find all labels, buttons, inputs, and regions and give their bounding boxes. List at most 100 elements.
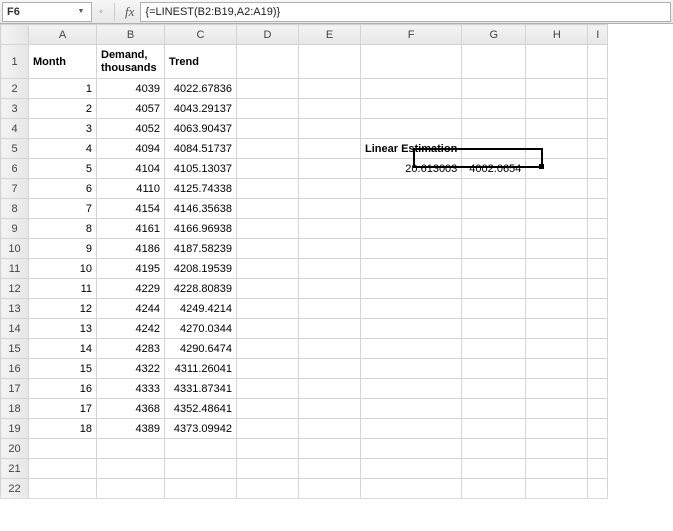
cell-C14[interactable]: 4270.0344 (165, 319, 237, 339)
cell-I1[interactable] (588, 45, 608, 79)
cell-C6[interactable]: 4105.13037 (165, 159, 237, 179)
row-header-17[interactable]: 17 (1, 379, 29, 399)
cell-B3[interactable]: 4057 (97, 99, 165, 119)
cell-F13[interactable] (361, 299, 462, 319)
cell-B11[interactable]: 4195 (97, 259, 165, 279)
cell-B1[interactable]: Demand,thousands (97, 45, 165, 79)
cell-B17[interactable]: 4333 (97, 379, 165, 399)
cell-G1[interactable] (462, 45, 526, 79)
cell-C10[interactable]: 4187.58239 (165, 239, 237, 259)
cell-C3[interactable]: 4043.29137 (165, 99, 237, 119)
cell-A2[interactable]: 1 (29, 79, 97, 99)
cell-A5[interactable]: 4 (29, 139, 97, 159)
cell-B2[interactable]: 4039 (97, 79, 165, 99)
cell-B22[interactable] (97, 479, 165, 499)
cell-A7[interactable]: 6 (29, 179, 97, 199)
cell-E22[interactable] (299, 479, 361, 499)
row-header-1[interactable]: 1 (1, 45, 29, 79)
cell-F16[interactable] (361, 359, 462, 379)
cell-B19[interactable]: 4389 (97, 419, 165, 439)
row-header-8[interactable]: 8 (1, 199, 29, 219)
cell-A15[interactable]: 14 (29, 339, 97, 359)
row-header-7[interactable]: 7 (1, 179, 29, 199)
cell-A16[interactable]: 15 (29, 359, 97, 379)
cell-D14[interactable] (237, 319, 299, 339)
cell-E7[interactable] (299, 179, 361, 199)
cell-G11[interactable] (462, 259, 526, 279)
select-all-corner[interactable] (1, 25, 29, 45)
row-header-10[interactable]: 10 (1, 239, 29, 259)
cell-I18[interactable] (588, 399, 608, 419)
cell-E13[interactable] (299, 299, 361, 319)
col-header-B[interactable]: B (97, 25, 165, 45)
formula-input[interactable]: {=LINEST(B2:B19,A2:A19)} (140, 2, 671, 22)
cell-F19[interactable] (361, 419, 462, 439)
cell-E14[interactable] (299, 319, 361, 339)
cell-A13[interactable]: 12 (29, 299, 97, 319)
row-header-22[interactable]: 22 (1, 479, 29, 499)
cell-C13[interactable]: 4249.4214 (165, 299, 237, 319)
cell-I22[interactable] (588, 479, 608, 499)
cell-A19[interactable]: 18 (29, 419, 97, 439)
cell-E10[interactable] (299, 239, 361, 259)
col-header-D[interactable]: D (237, 25, 299, 45)
cell-F8[interactable] (361, 199, 462, 219)
cell-H16[interactable] (526, 359, 588, 379)
row-header-3[interactable]: 3 (1, 99, 29, 119)
cell-D1[interactable] (237, 45, 299, 79)
cell-G7[interactable] (462, 179, 526, 199)
cell-B13[interactable]: 4244 (97, 299, 165, 319)
row-header-12[interactable]: 12 (1, 279, 29, 299)
cell-E8[interactable] (299, 199, 361, 219)
cell-D5[interactable] (237, 139, 299, 159)
row-header-13[interactable]: 13 (1, 299, 29, 319)
fx-icon[interactable]: fx (119, 4, 140, 20)
cell-G6[interactable]: 4002.0654 (462, 159, 526, 179)
cell-I13[interactable] (588, 299, 608, 319)
cell-H4[interactable] (526, 119, 588, 139)
cell-A22[interactable] (29, 479, 97, 499)
cell-E16[interactable] (299, 359, 361, 379)
cell-G8[interactable] (462, 199, 526, 219)
cell-G15[interactable] (462, 339, 526, 359)
cell-A9[interactable]: 8 (29, 219, 97, 239)
cell-B20[interactable] (97, 439, 165, 459)
cell-E15[interactable] (299, 339, 361, 359)
cell-D13[interactable] (237, 299, 299, 319)
cell-E3[interactable] (299, 99, 361, 119)
formula-history-icon[interactable]: ◦ (92, 6, 110, 18)
cell-A17[interactable]: 16 (29, 379, 97, 399)
cell-H15[interactable] (526, 339, 588, 359)
cell-A12[interactable]: 11 (29, 279, 97, 299)
cell-H5[interactable] (526, 139, 588, 159)
cell-E9[interactable] (299, 219, 361, 239)
cell-C16[interactable]: 4311.26041 (165, 359, 237, 379)
cell-D11[interactable] (237, 259, 299, 279)
cell-D17[interactable] (237, 379, 299, 399)
cell-D10[interactable] (237, 239, 299, 259)
cell-A8[interactable]: 7 (29, 199, 97, 219)
cell-F2[interactable] (361, 79, 462, 99)
cell-I12[interactable] (588, 279, 608, 299)
cell-E11[interactable] (299, 259, 361, 279)
cell-B5[interactable]: 4094 (97, 139, 165, 159)
cell-H14[interactable] (526, 319, 588, 339)
cell-A18[interactable]: 17 (29, 399, 97, 419)
col-header-G[interactable]: G (462, 25, 526, 45)
col-header-I[interactable]: I (588, 25, 608, 45)
cell-A14[interactable]: 13 (29, 319, 97, 339)
cell-B12[interactable]: 4229 (97, 279, 165, 299)
cell-D20[interactable] (237, 439, 299, 459)
cell-B8[interactable]: 4154 (97, 199, 165, 219)
cell-F9[interactable] (361, 219, 462, 239)
cell-G10[interactable] (462, 239, 526, 259)
cell-F1[interactable] (361, 45, 462, 79)
cell-I4[interactable] (588, 119, 608, 139)
cell-C12[interactable]: 4228.80839 (165, 279, 237, 299)
cell-G21[interactable] (462, 459, 526, 479)
cell-B4[interactable]: 4052 (97, 119, 165, 139)
cell-I16[interactable] (588, 359, 608, 379)
cell-F12[interactable] (361, 279, 462, 299)
cell-B6[interactable]: 4104 (97, 159, 165, 179)
cell-A4[interactable]: 3 (29, 119, 97, 139)
